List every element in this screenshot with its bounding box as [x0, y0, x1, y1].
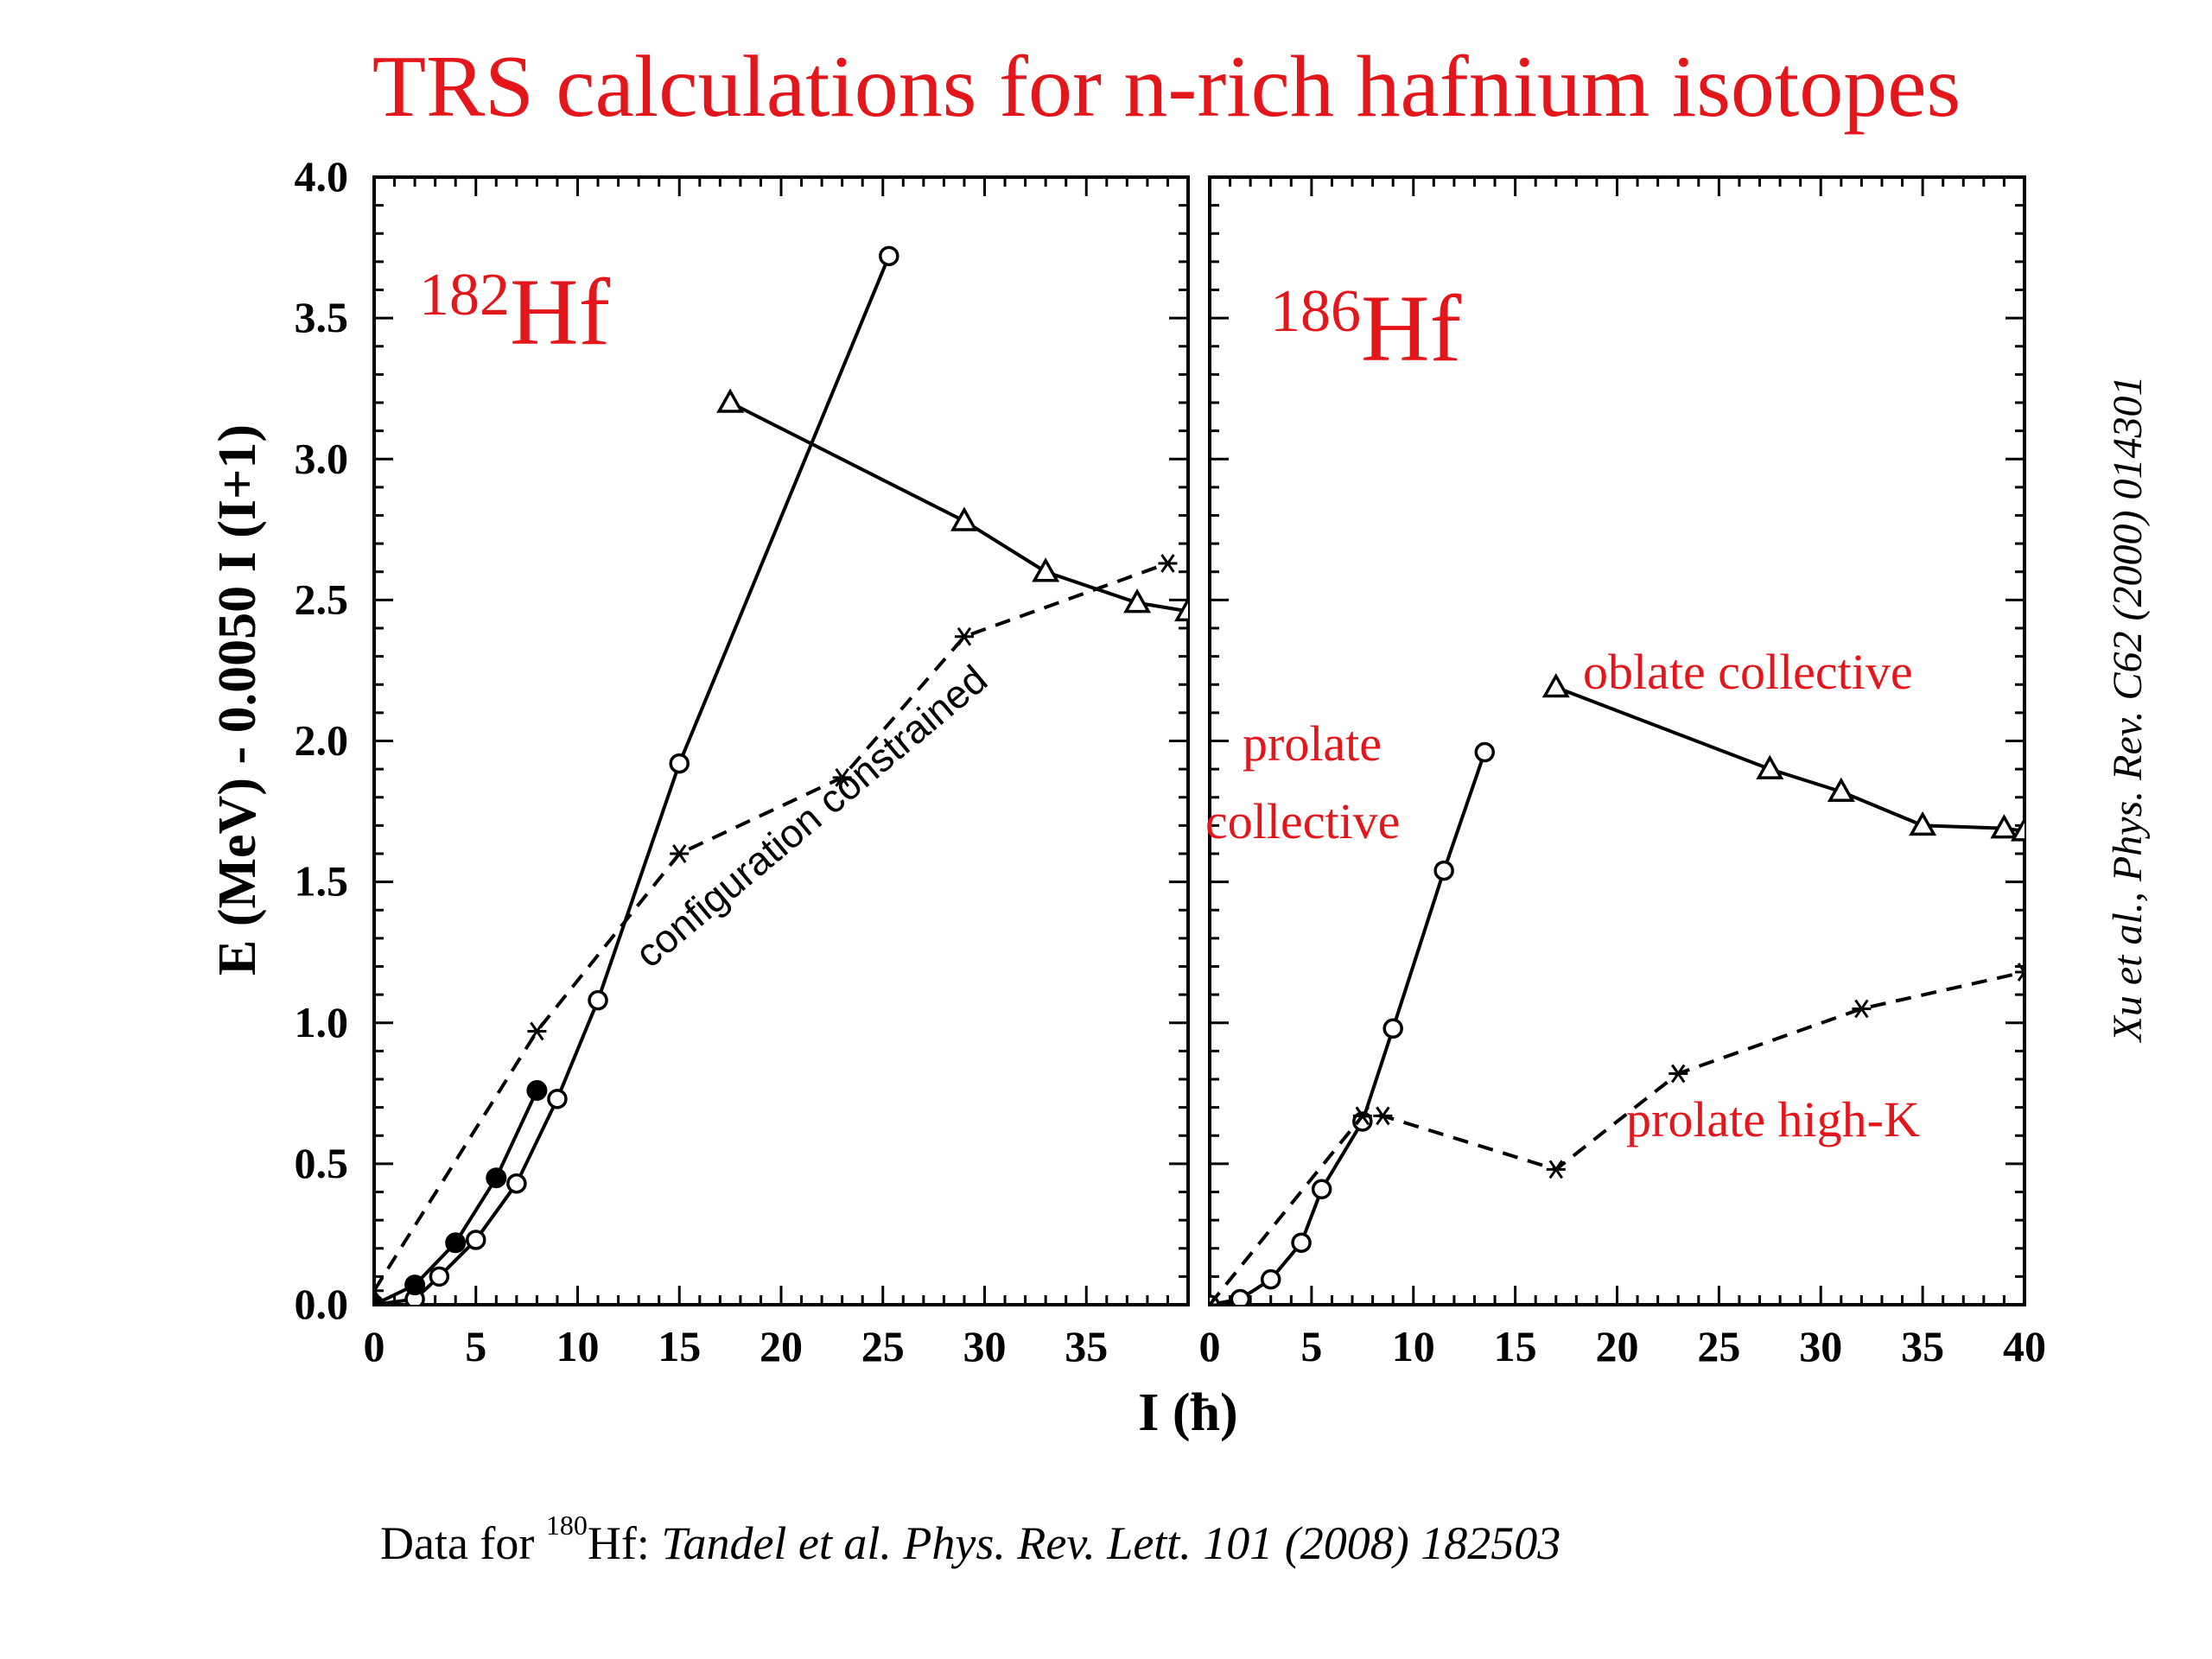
x-tick-label: 30: [1799, 1322, 1842, 1370]
x-tick-label: 35: [1901, 1322, 1944, 1370]
prolate-collective-annotation-line2: collective: [1205, 793, 1400, 849]
data-point-open-circle: [669, 753, 690, 774]
x-tick-label: 15: [1494, 1322, 1537, 1370]
data-point-open-triangle: [1174, 596, 1188, 622]
data-point-open-triangle: [716, 388, 745, 413]
vertical-citation: Xu et al., Phys. Rev. C62 (2000) 014301: [2105, 376, 2151, 1044]
data-point-open-circle: [1230, 1288, 1251, 1305]
data-point-asterisk: [832, 768, 852, 787]
data-point-open-triangle: [1827, 777, 1855, 802]
y-tick-label: 4.0: [295, 152, 349, 200]
data-point-open-circle: [429, 1266, 450, 1287]
data-point-open-circle: [466, 1230, 486, 1250]
y-tick-label: 0.0: [295, 1280, 349, 1328]
data-point-asterisk: [1669, 1064, 1688, 1084]
series-line-filled-circle: [374, 1090, 539, 1305]
data-point-open-circle: [506, 1173, 527, 1194]
data-point-asterisk: [1546, 1160, 1566, 1179]
panel-182hf-label: 182Hf: [419, 259, 610, 365]
slide-title: TRS calculations for n-rich hafnium isot…: [372, 38, 1961, 136]
footer-reference: Tandel et al. Phys. Rev. Lett. 101 (2008…: [661, 1517, 1561, 1569]
data-point-asterisk: [527, 1021, 547, 1041]
data-point-open-triangle: [1990, 814, 2018, 839]
series-line-open-circle: [374, 255, 891, 1305]
series-line-open-triangle: [1555, 685, 2024, 833]
x-tick-label: 5: [465, 1322, 486, 1370]
x-tick-label: 5: [1300, 1322, 1322, 1370]
series-layer: [374, 245, 1188, 1305]
data-point-asterisk: [1352, 1106, 1372, 1126]
data-point-open-triangle: [1909, 810, 1937, 836]
footer-mass: 180: [545, 1510, 588, 1541]
y-tick-label: 3.5: [295, 293, 349, 341]
data-point-open-triangle: [2011, 817, 2024, 842]
data-source-footer: Data for 180Hf: Tandel et al. Phys. Rev.…: [380, 1511, 1561, 1570]
y-tick-label: 3.0: [295, 434, 349, 482]
y-axis-title: E (MeV) - 0.0050 I (I+1): [208, 424, 267, 976]
data-point-open-circle: [1474, 741, 1496, 763]
prolate-high-k-annotation: prolate high-K: [1626, 1091, 1920, 1147]
data-point-asterisk: [1158, 554, 1178, 573]
data-point-open-circle: [879, 245, 899, 267]
plot-frame: [372, 175, 1190, 1306]
data-point-open-triangle: [1123, 588, 1152, 613]
footer-element: Hf:: [587, 1517, 662, 1569]
y-tick-label: 1.0: [295, 998, 349, 1046]
data-point-open-triangle: [1756, 754, 1784, 779]
data-point-open-circle: [547, 1089, 568, 1109]
data-point-open-circle: [588, 989, 608, 1011]
data-point-asterisk: [2015, 963, 2024, 982]
data-point-asterisk: [374, 1281, 384, 1300]
panel-182hf: 0 5 10 15 20 25 30 35 0.0 0.5 1.0 1.5 2.0 2.5 3.0 3.5 4.…: [295, 152, 1190, 1370]
y-tick-label: 2.0: [295, 716, 349, 765]
y-tick-label: 0.5: [295, 1139, 349, 1187]
x-tick-label: 10: [1392, 1322, 1435, 1370]
footer-prefix: Data for: [380, 1517, 546, 1569]
data-point-open-circle: [1382, 1018, 1403, 1039]
panel-186hf: 0 5 10 15 20 25 30 35 40: [1199, 175, 2046, 1370]
series-line-asterisk: [374, 562, 1169, 1292]
data-point-open-circle: [1433, 860, 1454, 881]
x-tick-label: 10: [556, 1322, 600, 1370]
data-point-asterisk: [1852, 999, 1872, 1019]
data-point-filled-circle: [486, 1167, 507, 1189]
prolate-collective-annotation-line1: prolate: [1243, 715, 1382, 772]
series-layer: [1210, 672, 2024, 1305]
x-tick-label: 40: [2003, 1322, 2046, 1370]
data-point-open-circle: [1291, 1232, 1312, 1253]
configuration-constrained-annotation: configuration constrained: [626, 656, 995, 976]
x-tick-label: 0: [1199, 1322, 1221, 1370]
data-point-open-triangle: [1541, 672, 1570, 698]
data-point-open-triangle: [950, 506, 978, 531]
data-point-filled-circle: [404, 1274, 426, 1296]
x-tick-label: 30: [963, 1322, 1007, 1370]
data-point-asterisk: [954, 626, 974, 646]
data-point-asterisk: [1210, 1295, 1219, 1305]
x-tick-label: 35: [1065, 1322, 1108, 1370]
data-point-open-triangle: [1032, 557, 1060, 582]
data-point-filled-circle: [445, 1232, 467, 1254]
x-tick-label: 15: [658, 1322, 701, 1370]
x-tick-label: 25: [1697, 1322, 1740, 1370]
panel-186hf-label: 186Hf: [1270, 276, 1461, 381]
x-axis-title: I (ħ): [1138, 1383, 1237, 1442]
data-point-open-circle: [1311, 1179, 1332, 1199]
data-point-asterisk: [670, 844, 690, 863]
x-tick-label: 0: [364, 1322, 385, 1370]
data-point-filled-circle: [526, 1080, 548, 1102]
oblate-collective-annotation: oblate collective: [1583, 644, 1913, 700]
x-tick-label: 20: [760, 1322, 803, 1370]
y-tick-label: 2.5: [295, 575, 349, 623]
data-point-filled-circle: [374, 1294, 385, 1305]
x-tick-label: 25: [861, 1322, 905, 1370]
data-point-open-circle: [1260, 1268, 1281, 1290]
y-tick-label: 1.5: [295, 857, 349, 906]
data-point-asterisk: [1373, 1106, 1393, 1126]
x-tick-label: 20: [1596, 1322, 1639, 1370]
